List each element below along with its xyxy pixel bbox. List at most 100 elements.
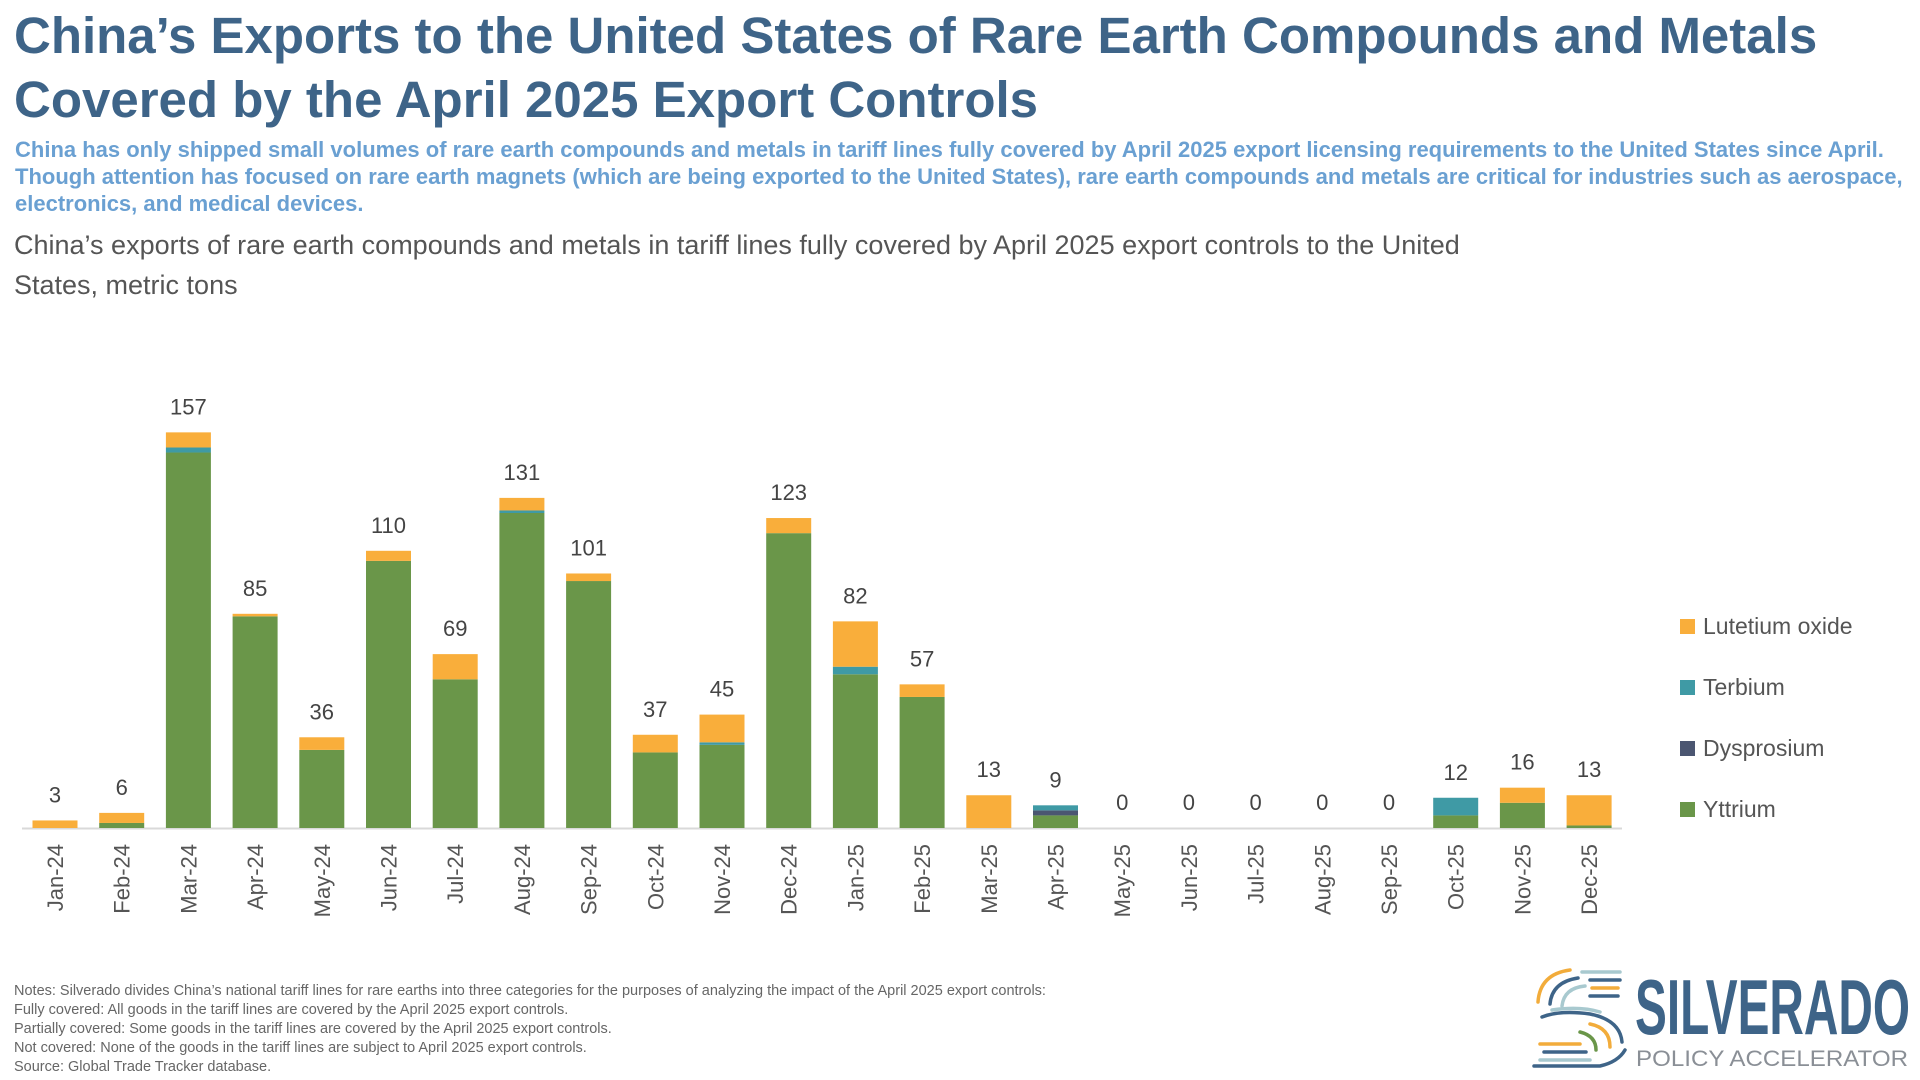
- data-label: 45: [710, 677, 734, 702]
- bar-segment-yttrium: [432, 679, 478, 828]
- data-label: 0: [1383, 790, 1395, 815]
- x-tick-label: Dec-25: [1577, 844, 1602, 915]
- data-label: 9: [1049, 767, 1061, 792]
- legend-swatch: [1680, 619, 1695, 634]
- x-tick-label: Sep-25: [1377, 844, 1402, 915]
- bar-segment-terbium: [699, 742, 745, 745]
- bar-segment-yttrium: [766, 533, 812, 828]
- bar-segment-yttrium: [99, 822, 145, 828]
- stacked-bar-chart: 3 Jan-24 6 Feb-24 157 Mar-24 85 Apr-24 36 May-24 1…: [22, 394, 1622, 917]
- x-tick-label: Aug-25: [1310, 844, 1335, 915]
- data-label: 12: [1443, 760, 1467, 785]
- bar-segment-yttrium: [566, 581, 612, 828]
- x-tick-label: Mar-24: [176, 844, 201, 914]
- bar-segment-lutetium-oxide: [499, 497, 545, 511]
- bar-segment-yttrium: [699, 744, 745, 828]
- data-label: 37: [643, 697, 667, 722]
- legend-label: Lutetium oxide: [1703, 613, 1853, 639]
- data-label: 82: [843, 583, 867, 608]
- x-tick-label: Feb-24: [110, 844, 135, 914]
- bar-segment-terbium: [832, 666, 878, 675]
- bar-segment-lutetium-oxide: [1566, 795, 1612, 826]
- data-label: 131: [504, 460, 541, 485]
- x-tick-label: Sep-24: [577, 844, 602, 915]
- page-title: China’s Exports to the United States of …: [14, 7, 1818, 128]
- legend-item: Dysprosium: [1680, 718, 1853, 779]
- data-label: 0: [1249, 790, 1261, 815]
- data-label: 16: [1510, 750, 1534, 775]
- legend-label: Yttrium: [1703, 796, 1776, 822]
- bar-segment-yttrium: [366, 560, 411, 828]
- x-tick-label: Feb-25: [910, 844, 935, 914]
- bar-segment-yttrium: [1566, 825, 1612, 828]
- bar-segment-lutetium-oxide: [1499, 787, 1545, 803]
- bar-segment-lutetium-oxide: [299, 737, 345, 750]
- bar-segment-lutetium-oxide: [165, 432, 211, 448]
- data-label: 123: [770, 480, 807, 505]
- data-label: 6: [116, 775, 128, 800]
- logo-wordmark: SILVERADO: [1635, 963, 1910, 1051]
- x-tick-label: Aug-24: [510, 844, 535, 915]
- bar-segment-lutetium-oxide: [432, 654, 478, 680]
- x-tick-label: May-25: [1110, 844, 1135, 917]
- x-tick-label: Apr-25: [1044, 844, 1069, 910]
- x-tick-label: May-24: [310, 844, 335, 917]
- bar-segment-lutetium-oxide: [232, 613, 278, 617]
- bar-segment-yttrium: [832, 674, 878, 828]
- bar-segment-yttrium: [1033, 815, 1078, 828]
- bar-segment-lutetium-oxide: [966, 795, 1012, 828]
- bar-segment-yttrium: [1499, 802, 1545, 828]
- notes: Notes: Silverado divides China’s nationa…: [14, 982, 1046, 1077]
- x-tick-label: Oct-24: [643, 844, 668, 910]
- bar-segment-lutetium-oxide: [632, 734, 678, 753]
- x-tick-label: Oct-25: [1444, 844, 1469, 910]
- data-label: 13: [977, 757, 1001, 782]
- bar-segment-dysprosium: [1033, 810, 1078, 816]
- bar-segment-yttrium: [899, 696, 945, 828]
- data-label: 3: [49, 782, 61, 807]
- data-label: 0: [1316, 790, 1328, 815]
- legend-item: Terbium: [1680, 657, 1853, 718]
- bar-segment-lutetium-oxide: [366, 550, 411, 561]
- chart-legend: Lutetium oxide Terbium Dysprosium Yttrium: [1680, 596, 1853, 840]
- bar-segment-yttrium: [299, 749, 345, 828]
- bar-segment-yttrium: [632, 752, 678, 828]
- data-label: 157: [170, 394, 207, 419]
- bar-segment-yttrium: [499, 513, 545, 828]
- silverado-logo: SILVERADO POLICY ACCELERATOR: [1532, 963, 1910, 1071]
- data-label: 57: [910, 646, 934, 671]
- bar-segment-yttrium: [232, 616, 278, 828]
- bar-segment-lutetium-oxide: [99, 812, 145, 823]
- page-subtitle: China has only shipped small volumes of …: [15, 137, 1903, 216]
- legend-swatch: [1680, 680, 1695, 695]
- x-tick-label: Nov-25: [1510, 844, 1535, 915]
- note-line: Partially covered: Some goods in the tar…: [14, 1021, 612, 1037]
- x-tick-label: Nov-24: [710, 844, 735, 915]
- legend-label: Terbium: [1703, 674, 1785, 700]
- legend-item: Yttrium: [1680, 779, 1853, 840]
- bar-segment-lutetium-oxide: [566, 573, 612, 582]
- x-tick-label: Jan-24: [43, 844, 68, 911]
- bar-segment-lutetium-oxide: [899, 684, 945, 697]
- legend-item: Lutetium oxide: [1680, 596, 1853, 657]
- note-line: Notes: Silverado divides China’s nationa…: [14, 983, 1046, 999]
- x-tick-label: Jul-24: [443, 844, 468, 904]
- source-line: Source: Global Trade Tracker database.: [14, 1059, 272, 1075]
- bar-segment-terbium: [1433, 797, 1479, 816]
- data-label: 0: [1116, 790, 1128, 815]
- logo-tagline: POLICY ACCELERATOR: [1636, 1046, 1908, 1071]
- bar-segment-lutetium-oxide: [699, 714, 745, 743]
- x-tick-label: Jul-25: [1244, 844, 1269, 904]
- bar-segment-terbium: [165, 447, 211, 453]
- x-tick-label: Mar-25: [977, 844, 1002, 914]
- legend-swatch: [1680, 802, 1695, 817]
- bar-segment-terbium: [1033, 805, 1078, 811]
- data-label: 110: [371, 513, 406, 538]
- bar-segment-terbium: [499, 510, 545, 513]
- x-tick-label: Apr-24: [243, 844, 268, 910]
- x-tick-label: Jun-24: [377, 844, 402, 911]
- bar-segment-yttrium: [1433, 815, 1479, 828]
- x-tick-label: Jun-25: [1177, 844, 1202, 911]
- data-label: 0: [1183, 790, 1195, 815]
- data-label: 69: [443, 616, 467, 641]
